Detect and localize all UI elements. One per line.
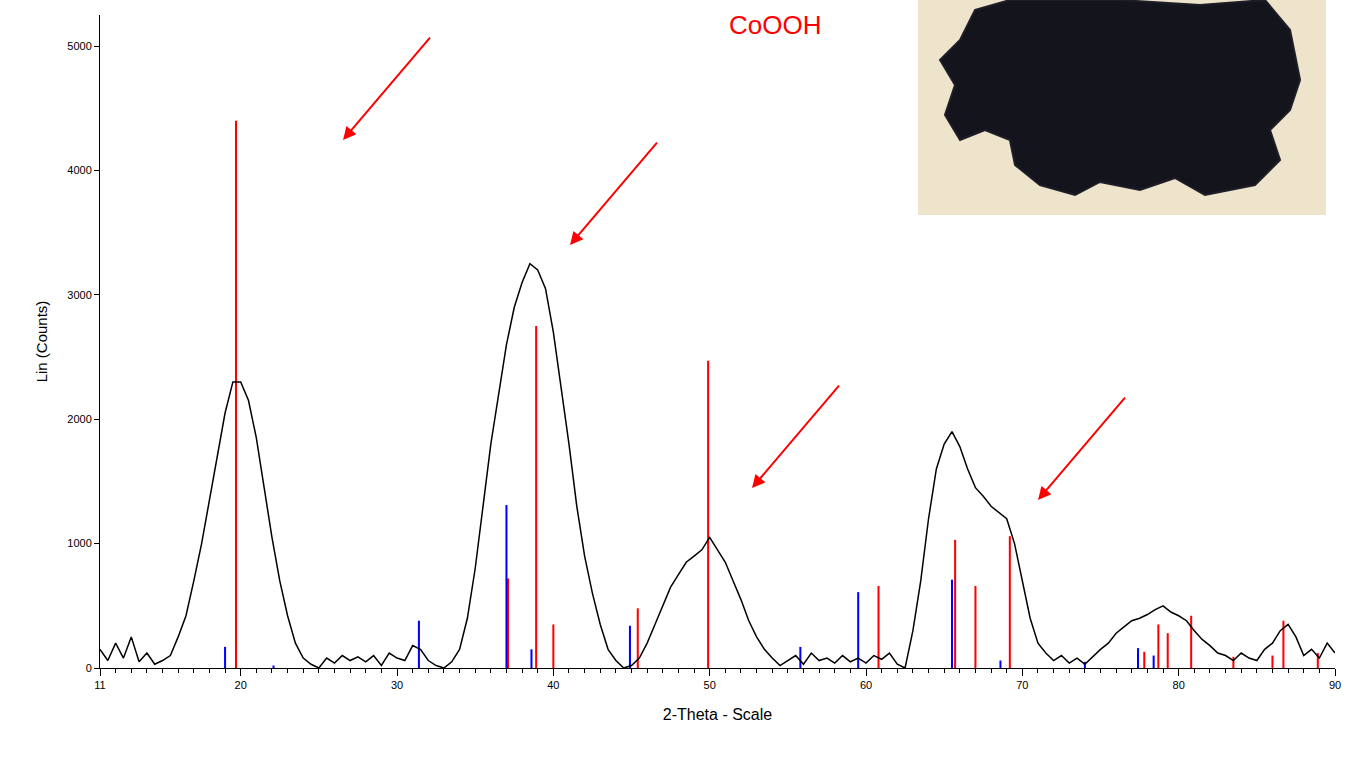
svg-text:20: 20: [235, 679, 247, 691]
svg-text:0: 0: [86, 662, 92, 674]
svg-text:CoOOH: CoOOH: [729, 10, 821, 40]
svg-text:5000: 5000: [67, 40, 91, 52]
svg-text:80: 80: [1173, 679, 1185, 691]
svg-text:1000: 1000: [67, 537, 91, 549]
svg-text:70: 70: [1016, 679, 1028, 691]
svg-text:3000: 3000: [67, 289, 91, 301]
svg-text:90: 90: [1329, 679, 1341, 691]
svg-text:11: 11: [94, 679, 105, 691]
svg-text:60: 60: [860, 679, 872, 691]
svg-text:30: 30: [391, 679, 403, 691]
svg-text:4000: 4000: [67, 164, 91, 176]
svg-text:40: 40: [547, 679, 559, 691]
svg-text:Lin (Counts): Lin (Counts): [33, 301, 50, 383]
svg-text:50: 50: [704, 679, 716, 691]
svg-text:2000: 2000: [67, 413, 91, 425]
svg-text:2-Theta - Scale: 2-Theta - Scale: [663, 706, 772, 723]
